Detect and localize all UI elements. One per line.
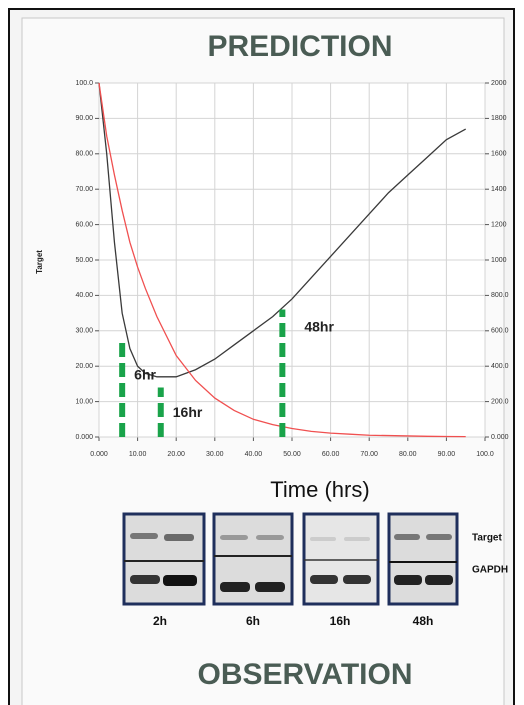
x-tick-label: 90.00 xyxy=(438,451,456,458)
x-tick-label: 20.00 xyxy=(167,451,185,458)
y2-tick-label: 200.0 xyxy=(491,398,509,405)
blot-row-label: GAPDH xyxy=(472,565,508,576)
blot-lane-label: 2h xyxy=(153,614,167,628)
blot-lane-label: 16h xyxy=(330,614,351,628)
blots xyxy=(124,514,457,604)
y-tick-label: 10.00 xyxy=(75,398,93,405)
x-tick-label: 70.00 xyxy=(360,451,378,458)
y2-tick-label: 2000 xyxy=(491,80,507,87)
y-tick-label: 0.000 xyxy=(75,434,93,441)
y-axis-label: Target xyxy=(35,250,44,274)
y2-tick-label: 1400 xyxy=(491,186,507,193)
y2-tick-label: 0.000 xyxy=(491,434,509,441)
y-tick-label: 80.00 xyxy=(75,151,93,158)
y2-tick-label: 800.0 xyxy=(491,292,509,299)
annotation-label: 48hr xyxy=(304,318,334,334)
x-tick-label: 50.00 xyxy=(283,451,301,458)
figure: PREDICTION Time (hrs) Target Target xyxy=(0,0,524,705)
blot-row-label: Target xyxy=(472,533,502,544)
blot-48h xyxy=(389,514,457,604)
y-tick-label: 100.0 xyxy=(75,80,93,87)
blot-6h xyxy=(214,514,292,604)
x-tick-label: 80.00 xyxy=(399,451,417,458)
y-tick-label: 50.00 xyxy=(75,257,93,264)
x-tick-label: 0.000 xyxy=(90,451,108,458)
chart-title: PREDICTION xyxy=(207,30,392,63)
x-tick-label: 10.00 xyxy=(129,451,147,458)
blot-16h xyxy=(304,514,378,604)
x-tick-label: 40.00 xyxy=(245,451,263,458)
y-tick-label: 60.00 xyxy=(75,221,93,228)
y2-tick-label: 1600 xyxy=(491,151,507,158)
blot-lane-label: 6h xyxy=(246,614,260,628)
y-tick-label: 20.00 xyxy=(75,363,93,370)
blot-title: OBSERVATION xyxy=(197,658,412,691)
y2-tick-label: 1800 xyxy=(491,115,507,122)
y-tick-label: 70.00 xyxy=(75,186,93,193)
y2-tick-label: 400.0 xyxy=(491,363,509,370)
blot-lane-label: 48h xyxy=(413,614,434,628)
y2-tick-label: 1000 xyxy=(491,257,507,264)
x-axis-label: Time (hrs) xyxy=(270,477,369,502)
y-tick-label: 40.00 xyxy=(75,292,93,299)
annotation-label: 16hr xyxy=(173,404,203,420)
annotation-label: 6hr xyxy=(134,367,156,383)
y2-tick-label: 1200 xyxy=(491,221,507,228)
y-tick-label: 30.00 xyxy=(75,328,93,335)
x-tick-label: 100.0 xyxy=(476,451,494,458)
x-tick-label: 30.00 xyxy=(206,451,224,458)
blot-2h xyxy=(124,514,204,604)
x-tick-label: 60.00 xyxy=(322,451,340,458)
y-tick-label: 90.00 xyxy=(75,115,93,122)
y2-tick-label: 600.0 xyxy=(491,328,509,335)
